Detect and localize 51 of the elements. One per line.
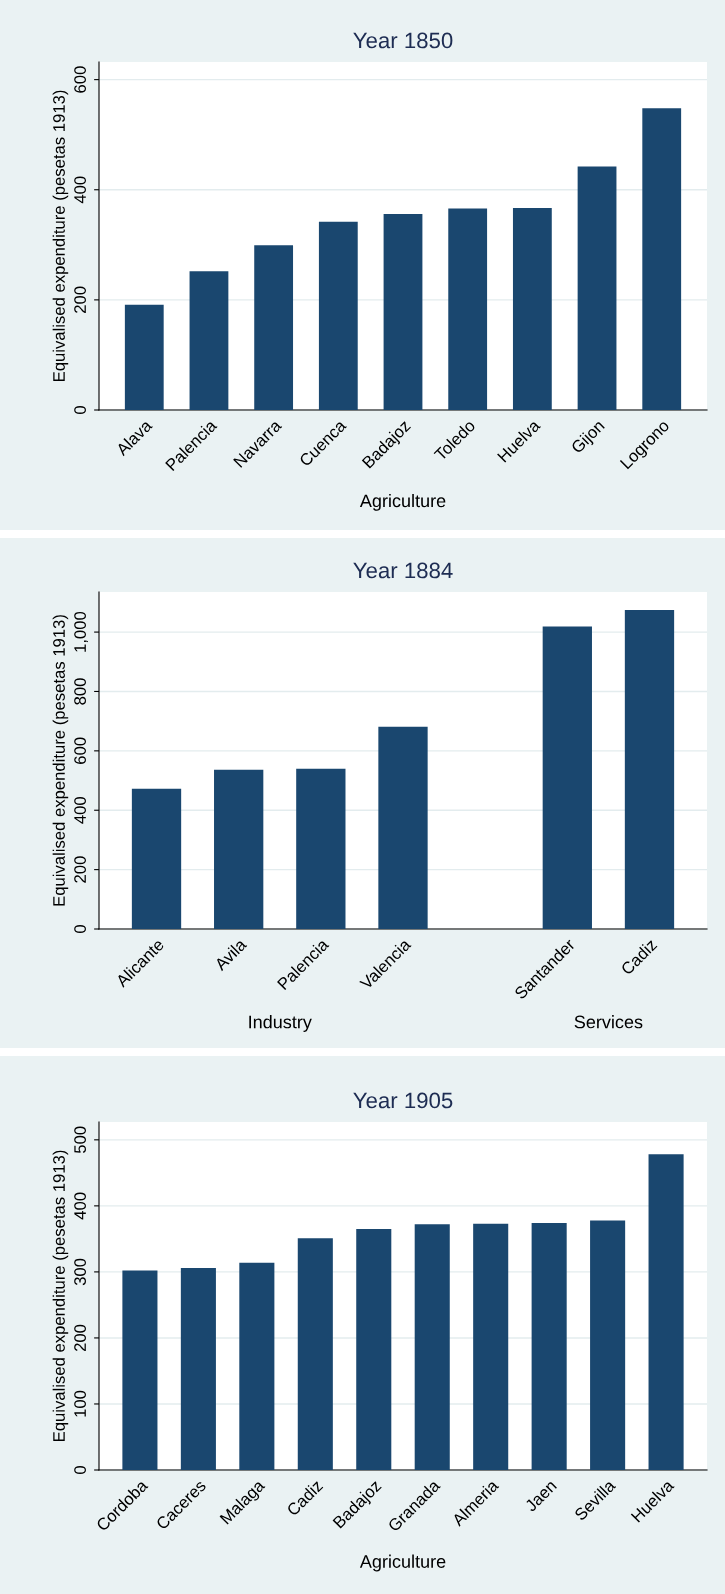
bar: [239, 1262, 275, 1470]
bar: [254, 245, 294, 410]
bar: [624, 610, 675, 929]
y-tick-label: 800: [74, 678, 86, 705]
bar: [542, 626, 592, 929]
bar: [642, 108, 682, 410]
bar: [296, 768, 346, 929]
y-tick-label: 400: [74, 796, 86, 824]
y-tick-label: 300: [74, 1258, 86, 1286]
y-axis-title: Equivalised expenditure (pesetas 1913): [52, 1150, 69, 1442]
y-tick-label: 0: [74, 406, 86, 414]
bar: [318, 221, 358, 410]
y-tick-label: 500: [74, 1126, 86, 1154]
bar: [122, 1270, 158, 1470]
y-tick-label: 0: [74, 925, 86, 933]
bar: [448, 208, 488, 410]
bar: [577, 166, 617, 410]
chart-title: Year 1850: [353, 32, 453, 49]
bar: [383, 213, 423, 410]
y-tick-label: 400: [74, 1192, 86, 1220]
bar: [214, 769, 264, 929]
bar: [531, 1223, 567, 1470]
bar: [180, 1267, 216, 1470]
y-tick-label: 400: [74, 176, 86, 204]
chart-title: Year 1884: [353, 562, 453, 579]
bar: [414, 1224, 450, 1470]
x-axis-title: Agriculture: [359, 493, 446, 511]
bar: [124, 304, 164, 410]
bar: [356, 1228, 392, 1470]
bar: [648, 1154, 684, 1470]
bar: [378, 726, 428, 929]
y-axis-title: Equivalised expenditure (pesetas 1913): [52, 615, 69, 906]
chart-title: Year 1905: [353, 1092, 453, 1109]
y-tick-label: 600: [74, 66, 86, 93]
y-tick-label: 1,000: [74, 611, 88, 652]
bar: [297, 1238, 333, 1470]
bar: [590, 1220, 626, 1470]
y-tick-label: 600: [74, 737, 86, 764]
bar: [512, 207, 552, 410]
y-tick-label: 0: [74, 1466, 86, 1474]
bar: [189, 271, 229, 410]
y-axis-title: Equivalised expenditure (pesetas 1913): [52, 90, 69, 382]
bar: [131, 788, 182, 929]
y-tick-label: 200: [74, 286, 86, 313]
bar: [473, 1223, 509, 1470]
y-tick-label: 200: [74, 856, 86, 883]
text: Services: [574, 1015, 643, 1029]
text: Industry: [249, 1015, 312, 1032]
x-axis-title: Agriculture: [359, 1554, 446, 1572]
y-tick-label: 200: [74, 1324, 86, 1351]
y-tick-label: 100: [74, 1390, 86, 1417]
